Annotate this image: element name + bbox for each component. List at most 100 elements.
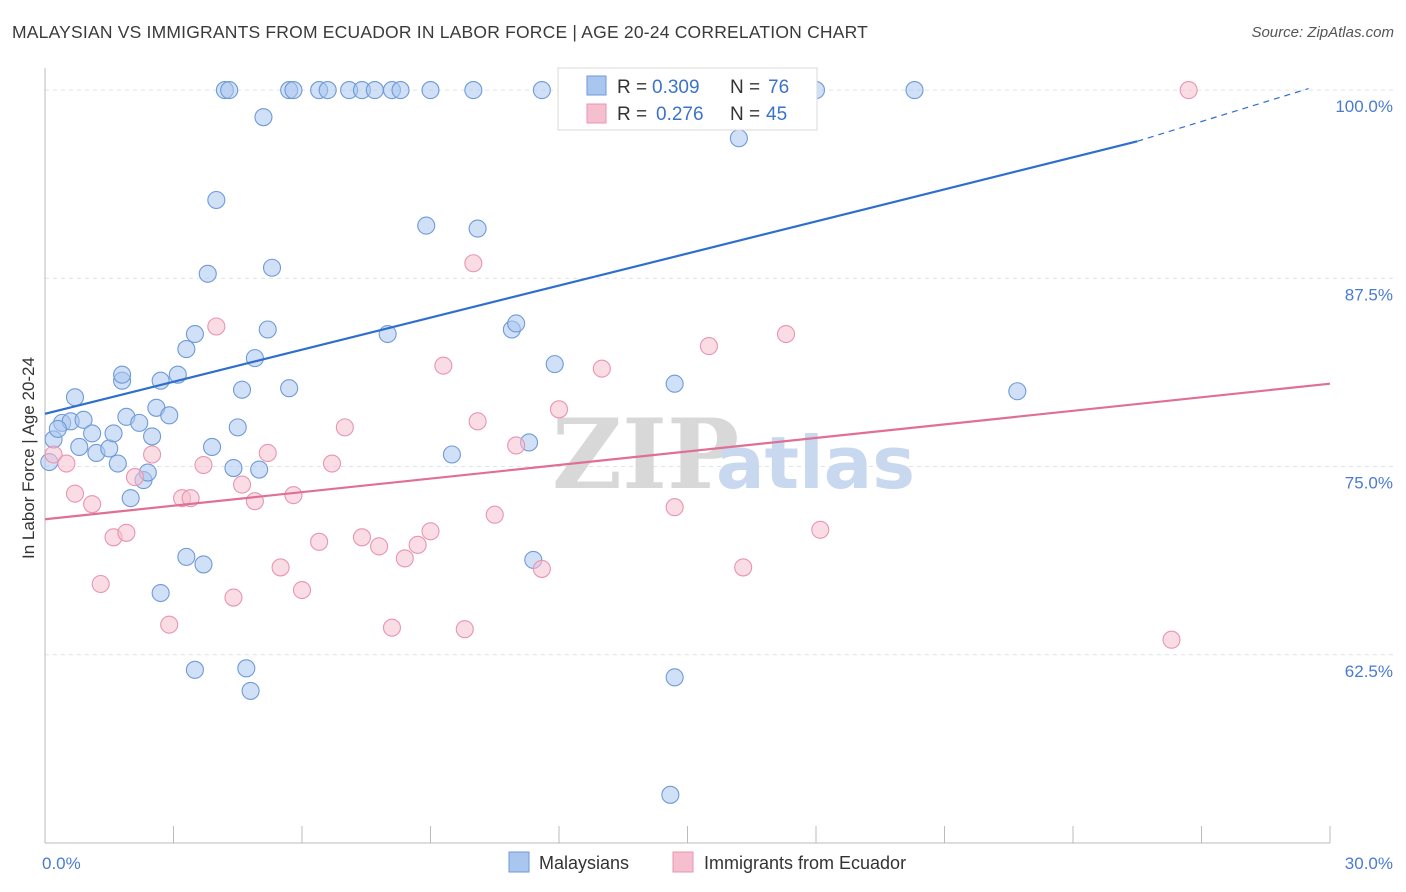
point-ecuador-24 xyxy=(352,528,372,547)
point-malaysians-12 xyxy=(108,454,127,473)
point-ecuador-23 xyxy=(335,418,354,437)
point-malaysians-51 xyxy=(417,216,436,235)
point-ecuador-1 xyxy=(57,454,76,473)
point-malaysians-65 xyxy=(661,785,680,804)
point-malaysians-19 xyxy=(143,427,162,446)
point-ecuador-28 xyxy=(408,535,427,554)
point-ecuador-7 xyxy=(125,468,144,487)
chart-title: MALAYSIAN VS IMMIGRANTS FROM ECUADOR IN … xyxy=(12,22,869,42)
point-ecuador-39 xyxy=(665,498,684,517)
point-malaysians-73 xyxy=(185,660,204,679)
point-ecuador-27 xyxy=(395,549,414,568)
trend-line-ecuador xyxy=(44,382,1331,521)
legend-r-value-blue: 0.309 xyxy=(652,77,700,98)
point-malaysians-60 xyxy=(532,81,551,100)
point-malaysians-72 xyxy=(151,583,170,603)
point-malaysians-29 xyxy=(207,190,226,210)
bottom-legend-label-malaysians: Malaysians xyxy=(539,853,629,873)
source-credit: Source: ZipAtlas.com xyxy=(1251,24,1394,41)
point-malaysians-31 xyxy=(220,81,239,100)
point-ecuador-25 xyxy=(370,537,389,556)
legend-n-value-blue: 76 xyxy=(768,77,789,98)
point-malaysians-25 xyxy=(177,340,196,359)
point-malaysians-42 xyxy=(284,81,303,100)
point-ecuador-4 xyxy=(91,574,110,594)
point-ecuador-41 xyxy=(734,558,753,577)
point-ecuador-15 xyxy=(232,475,252,494)
point-ecuador-29 xyxy=(421,522,440,541)
point-malaysians-26 xyxy=(185,324,204,344)
point-ecuador-13 xyxy=(207,317,226,336)
point-malaysians-74 xyxy=(237,659,256,678)
point-malaysians-33 xyxy=(228,418,247,437)
point-malaysians-10 xyxy=(100,439,119,458)
legend-n-label-pink: N = xyxy=(730,104,760,125)
point-ecuador-42 xyxy=(776,324,796,344)
point-malaysians-6 xyxy=(65,388,85,407)
point-ecuador-36 xyxy=(532,559,551,578)
watermark: ZIP atlas xyxy=(552,398,915,511)
point-malaysians-38 xyxy=(258,320,277,339)
point-ecuador-2 xyxy=(65,484,85,503)
point-ecuador-0 xyxy=(44,445,63,464)
correlation-legend: R = 0.309 N = 76 R = 0.276 N = 45 xyxy=(557,67,818,131)
point-malaysians-37 xyxy=(254,108,273,127)
y-tick-label-1: 87.5% xyxy=(1345,285,1393,304)
point-ecuador-35 xyxy=(507,436,526,455)
series-legend: Malaysians Immigrants from Ecuador xyxy=(508,851,906,873)
point-malaysians-57 xyxy=(507,314,526,333)
series-ecuador-points xyxy=(44,81,1198,649)
point-malaysians-71 xyxy=(194,555,213,574)
point-ecuador-9 xyxy=(160,615,179,634)
point-malaysians-44 xyxy=(318,81,337,100)
point-ecuador-38 xyxy=(592,359,611,378)
point-malaysians-52 xyxy=(421,81,440,100)
legend-n-label-blue: N = xyxy=(730,77,760,98)
point-malaysians-54 xyxy=(464,81,483,100)
x-tick-label-1: 30.0% xyxy=(1345,854,1393,873)
point-malaysians-8 xyxy=(70,437,89,457)
point-malaysians-36 xyxy=(250,460,269,479)
point-malaysians-63 xyxy=(665,374,684,393)
point-ecuador-45 xyxy=(1179,81,1198,100)
watermark-atlas: atlas xyxy=(716,421,915,505)
point-malaysians-55 xyxy=(468,219,487,238)
point-malaysians-47 xyxy=(365,81,384,100)
point-ecuador-30 xyxy=(434,356,453,375)
point-malaysians-5 xyxy=(74,410,93,429)
tick-labels: 100.0% 87.5% 75.0% 62.5% 0.0% 30.0% xyxy=(42,97,1393,873)
point-ecuador-20 xyxy=(292,580,312,600)
point-ecuador-19 xyxy=(284,486,303,505)
point-malaysians-16 xyxy=(130,413,149,432)
point-ecuador-40 xyxy=(699,337,718,356)
point-ecuador-3 xyxy=(83,495,102,514)
point-malaysians-53 xyxy=(442,445,461,464)
point-ecuador-37 xyxy=(549,400,569,419)
y-axis-title: In Labor Force | Age 20-24 xyxy=(19,357,38,559)
point-ecuador-26 xyxy=(382,618,402,637)
point-ecuador-33 xyxy=(468,412,487,431)
legend-n-value-pink: 45 xyxy=(766,104,787,125)
y-tick-label-2: 75.0% xyxy=(1345,474,1393,493)
bottom-legend-swatch-ecuador xyxy=(672,851,694,873)
point-malaysians-64 xyxy=(665,668,684,687)
point-malaysians-50 xyxy=(391,81,410,100)
point-ecuador-16 xyxy=(245,492,264,511)
trend-line-malaysians-extension xyxy=(1137,87,1309,142)
point-malaysians-40 xyxy=(280,379,299,398)
point-malaysians-4 xyxy=(48,419,67,438)
point-malaysians-68 xyxy=(905,81,924,100)
point-malaysians-32 xyxy=(224,458,243,478)
legend-swatch-pink xyxy=(586,103,607,124)
point-malaysians-39 xyxy=(262,258,282,277)
point-malaysians-66 xyxy=(729,129,748,148)
legend-r-label-blue: R = xyxy=(617,77,647,98)
legend-r-value-pink: 0.276 xyxy=(656,104,704,125)
trend-line-malaysians xyxy=(44,140,1138,415)
legend-r-label-pink: R = xyxy=(617,104,647,125)
point-malaysians-70 xyxy=(177,547,196,566)
point-ecuador-34 xyxy=(485,505,504,524)
point-malaysians-61 xyxy=(545,355,564,374)
point-ecuador-21 xyxy=(310,532,329,551)
trend-lines xyxy=(44,87,1331,521)
